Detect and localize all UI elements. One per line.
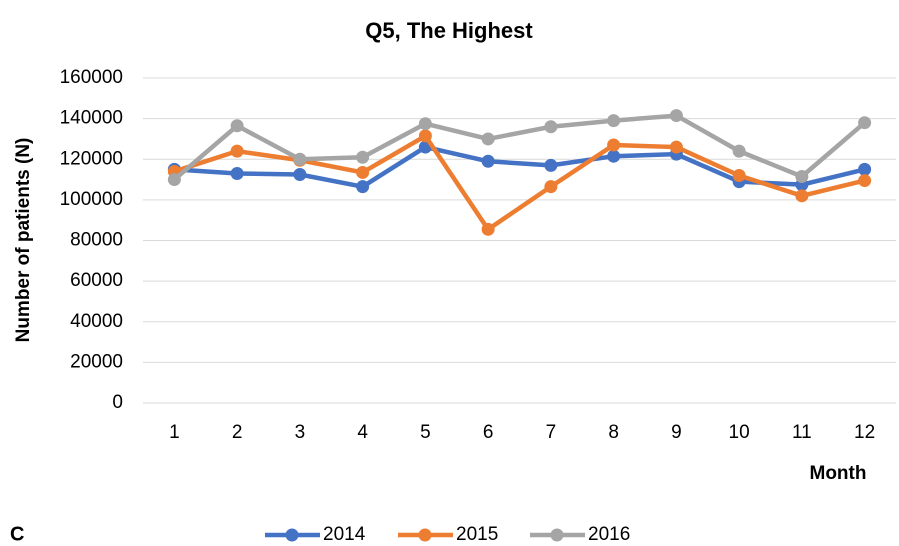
x-axis-label: Month — [810, 463, 867, 484]
y-tick-label: 0 — [112, 392, 123, 413]
point — [293, 167, 307, 181]
x-tick-label: 7 — [546, 422, 557, 443]
point — [544, 180, 558, 194]
x-tick-label: 2 — [232, 422, 243, 443]
series-line — [173, 133, 866, 232]
x-tick-label: 5 — [420, 422, 431, 443]
point — [795, 170, 809, 184]
point — [544, 158, 558, 172]
point — [418, 117, 432, 131]
point — [230, 166, 244, 180]
legend-marker — [418, 528, 432, 542]
y-tick-label: 160000 — [60, 67, 123, 88]
x-tick-label: 3 — [295, 422, 306, 443]
point — [544, 120, 558, 134]
point — [481, 154, 495, 168]
y-axis-label: Number of patients (N) — [13, 138, 34, 343]
point — [607, 149, 621, 163]
legend-label: 2016 — [588, 524, 630, 545]
point — [418, 129, 432, 143]
point — [481, 132, 495, 146]
x-tick-label: 6 — [483, 422, 494, 443]
point — [356, 165, 370, 179]
point — [481, 222, 495, 236]
chart-title: Q5, The Highest — [365, 18, 533, 43]
y-tick-label: 40000 — [70, 311, 123, 332]
x-tick-label: 1 — [169, 422, 180, 443]
x-tick-label: 4 — [357, 422, 368, 443]
point — [607, 138, 621, 152]
series-line — [174, 144, 866, 189]
point — [230, 144, 244, 158]
panel-label: C — [10, 523, 24, 545]
x-tick-label: 12 — [854, 422, 875, 443]
point — [732, 169, 746, 182]
legend-label: 2014 — [323, 524, 366, 545]
point — [858, 162, 872, 176]
point — [356, 150, 370, 164]
point — [607, 114, 621, 128]
point — [858, 116, 872, 130]
legend-label: 2015 — [456, 524, 498, 545]
x-tick-label: 9 — [671, 422, 682, 443]
legend-marker — [285, 528, 299, 542]
x-tick-label: 8 — [608, 422, 619, 443]
y-tick-label: 100000 — [60, 189, 123, 210]
y-tick-label: 20000 — [70, 351, 123, 372]
point — [356, 180, 370, 194]
point — [293, 152, 307, 166]
point — [732, 144, 746, 158]
point — [230, 119, 244, 133]
point — [858, 174, 872, 188]
point — [669, 140, 683, 154]
legend-marker — [550, 528, 564, 542]
x-tick-label: 10 — [729, 422, 750, 443]
y-tick-label: 140000 — [60, 108, 123, 129]
y-tick-label: 80000 — [70, 230, 123, 251]
point — [669, 109, 683, 123]
y-tick-label: 60000 — [70, 270, 123, 291]
series-line — [172, 113, 867, 182]
point — [795, 189, 809, 203]
y-tick-label: 120000 — [60, 148, 123, 169]
x-tick-label: 11 — [792, 422, 812, 443]
point — [167, 173, 181, 187]
